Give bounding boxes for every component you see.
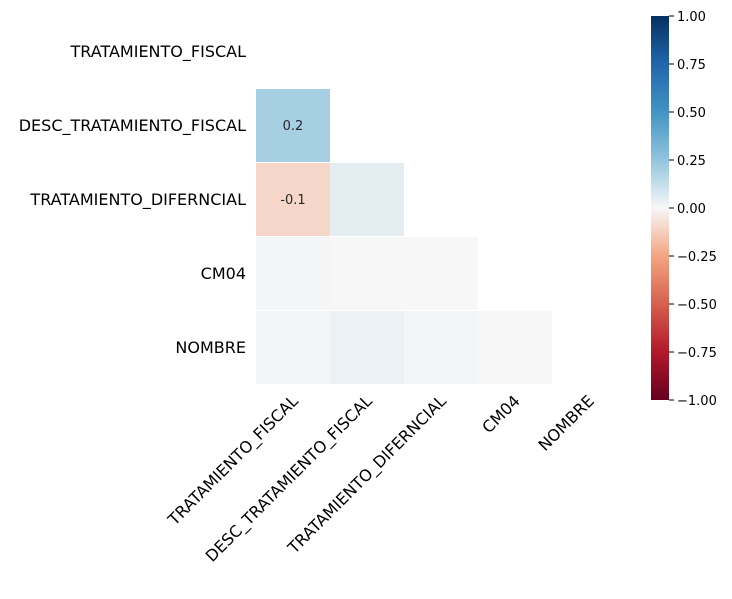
colorbar-tick-label: 0.75 bbox=[677, 58, 706, 73]
col-label: TRATAMIENTO_FISCAL bbox=[164, 391, 303, 530]
colorbar-gradient bbox=[651, 16, 669, 400]
col-label: CM04 bbox=[478, 391, 523, 436]
row-label: DESC_TRATAMIENTO_FISCAL bbox=[19, 116, 246, 136]
col-label: NOMBRE bbox=[534, 391, 597, 454]
cell-annotation: 0.2 bbox=[283, 119, 304, 134]
colorbar-tick-label: −0.50 bbox=[677, 298, 717, 313]
heatmap-cell-r3-c1 bbox=[330, 237, 404, 310]
heatmap-cell-r3-c0 bbox=[256, 237, 330, 310]
cell-annotations: 0.2 -0.1 bbox=[280, 119, 305, 208]
colorbar-tick-label: 0.50 bbox=[677, 106, 706, 121]
colorbar-tick-label: −1.00 bbox=[677, 394, 717, 409]
colorbar-tick-label: 1.00 bbox=[677, 10, 706, 25]
y-tick-labels: TRATAMIENTO_FISCAL DESC_TRATAMIENTO_FISCA… bbox=[19, 42, 246, 357]
colorbar-tick-label: −0.75 bbox=[677, 346, 717, 361]
heatmap-cell-r4-c2 bbox=[404, 311, 478, 384]
heatmap-cell-r1-c0 bbox=[256, 89, 330, 162]
heatmap-cell-r2-c1 bbox=[330, 163, 404, 236]
colorbar-ticks: 1.00 0.75 0.50 0.25 0.00 −0.25 −0.50 −0.75 −1.00 bbox=[669, 10, 717, 409]
row-label: TRATAMIENTO_DIFERNCIAL bbox=[29, 190, 246, 210]
row-label: TRATAMIENTO_FISCAL bbox=[70, 42, 247, 62]
heatmap-cells bbox=[256, 89, 552, 384]
heatmap-cell-r4-c3 bbox=[478, 311, 552, 384]
colorbar-tick-label: 0.25 bbox=[677, 154, 706, 169]
heatmap-cell-r2-c0 bbox=[256, 163, 330, 236]
col-label: TRATAMIENTO_DIFERNCIAL bbox=[283, 391, 450, 558]
heatmap-cell-r4-c1 bbox=[330, 311, 404, 384]
row-label: CM04 bbox=[201, 264, 246, 283]
x-tick-labels: TRATAMIENTO_FISCALDESC_TRATAMIENTO_FISCA… bbox=[164, 391, 598, 566]
colorbar-tick-label: −0.25 bbox=[677, 250, 717, 265]
heatmap-cell-r3-c2 bbox=[404, 237, 478, 310]
colorbar-tick-label: 0.00 bbox=[677, 202, 706, 217]
row-label: NOMBRE bbox=[175, 338, 246, 357]
colorbar bbox=[651, 16, 669, 400]
cell-annotation: -0.1 bbox=[280, 193, 305, 208]
heatmap-cell-r4-c0 bbox=[256, 311, 330, 384]
